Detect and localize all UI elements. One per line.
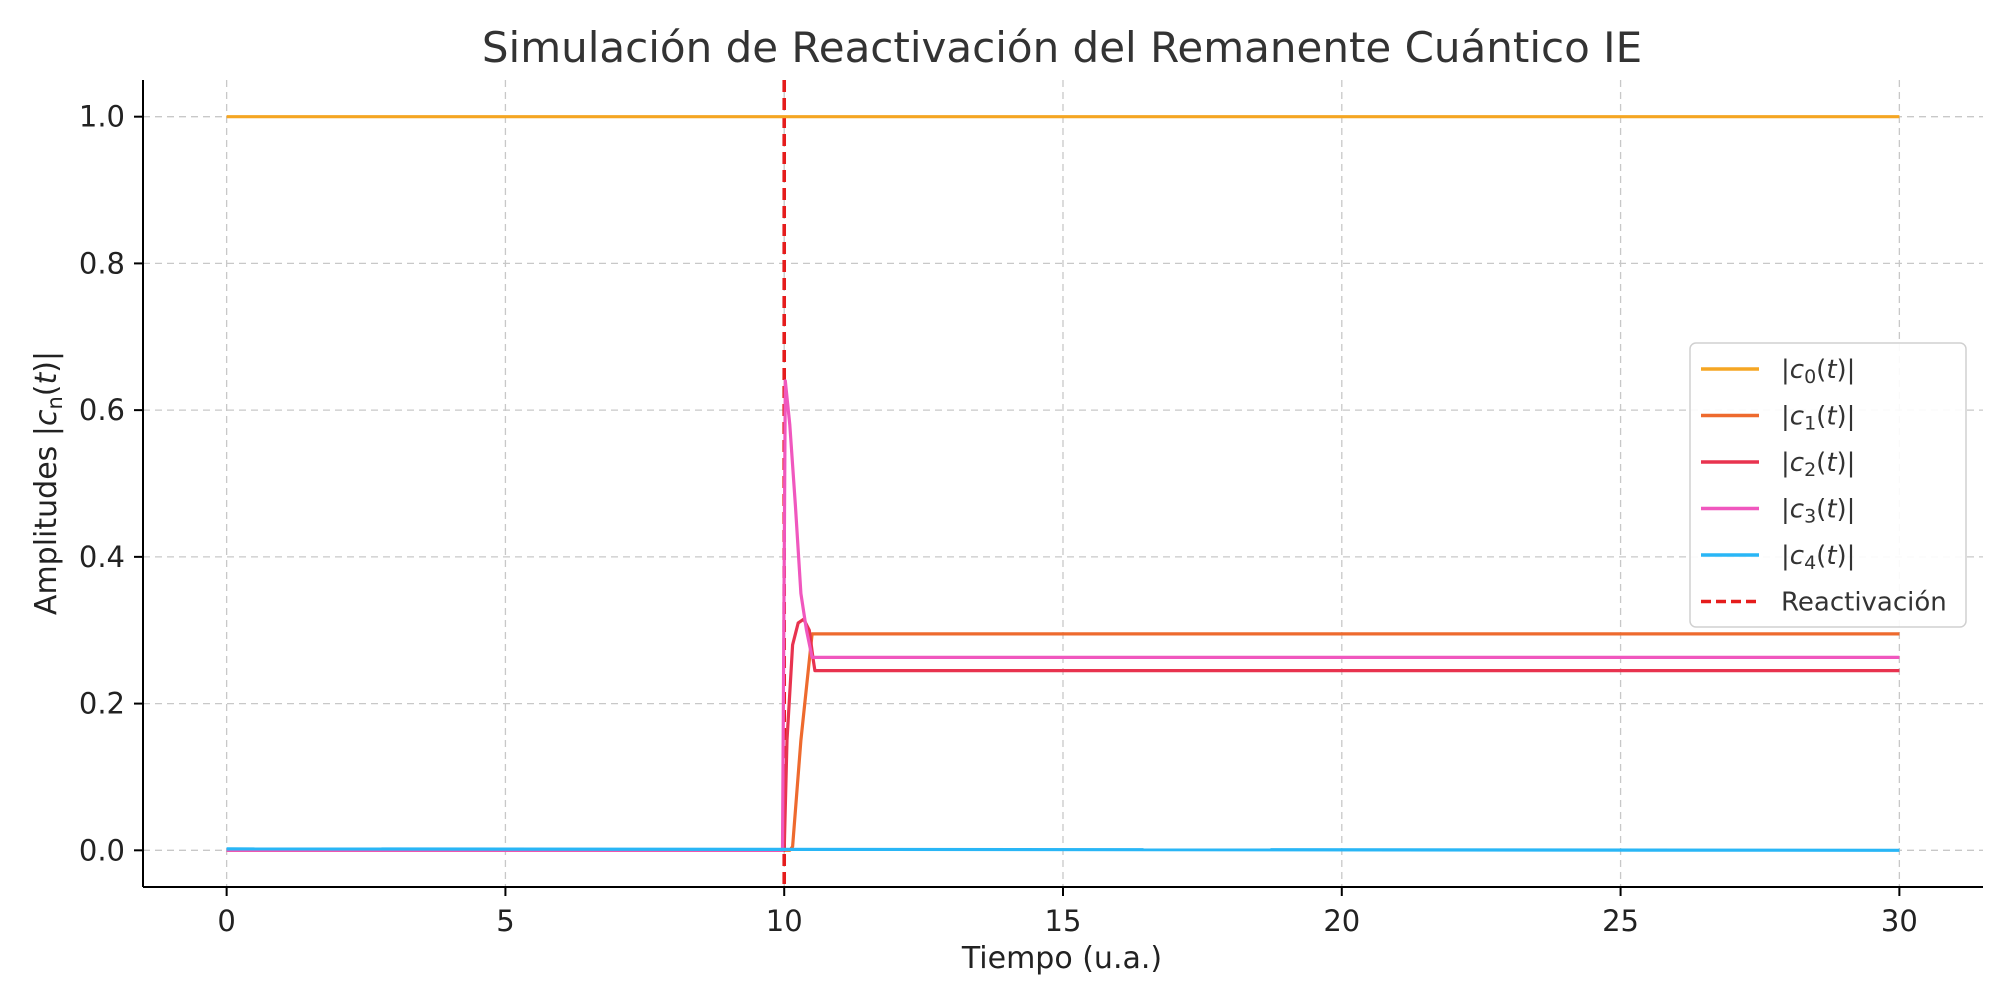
series-line-c2 [226,617,1900,852]
y-tick-label: 0.0 [79,833,125,867]
x-tick-label: 20 [1323,904,1360,938]
x-tick-label: 10 [766,904,803,938]
series-line-c4 [226,847,1900,852]
x-axis-label: Tiempo (u.a.) [961,941,1162,976]
y-tick-label: 0.8 [79,246,125,280]
y-tick-label: 0.4 [79,540,125,574]
series-line-c3 [226,379,1900,852]
x-tick-label: 5 [496,904,514,938]
legend-label: |c1(t)| [1781,402,1855,435]
y-tick-label: 0.2 [79,687,125,721]
x-tick-label: 25 [1602,904,1639,938]
legend-label: |c2(t)| [1781,448,1855,481]
ticks: 0 5 10 15 20 25 30 0.0 0.2 0.4 0.6 0.8 1.0 [79,100,1918,938]
y-tick-label: 0.6 [79,393,125,427]
x-tick-label: 0 [217,904,235,938]
legend-label: |c3(t)| [1781,495,1855,528]
y-tick-label: 1.0 [79,100,125,134]
legend-box [1689,342,1967,628]
legend: |c0(t)| |c1(t)| |c2(t)| |c3(t)| |c4(t)| React… [1689,342,1967,628]
legend-label: |c4(t)| [1781,541,1855,574]
chart-title: Simulación de Reactivación del Remanente… [482,23,1642,72]
legend-label: |c0(t)| [1781,355,1855,388]
y-axis-label: Amplitudes |cn(t)| [29,351,67,615]
x-tick-label: 30 [1881,904,1918,938]
x-tick-label: 15 [1045,904,1082,938]
series-group [226,115,1900,852]
legend-label: Reactivación [1781,588,1947,618]
